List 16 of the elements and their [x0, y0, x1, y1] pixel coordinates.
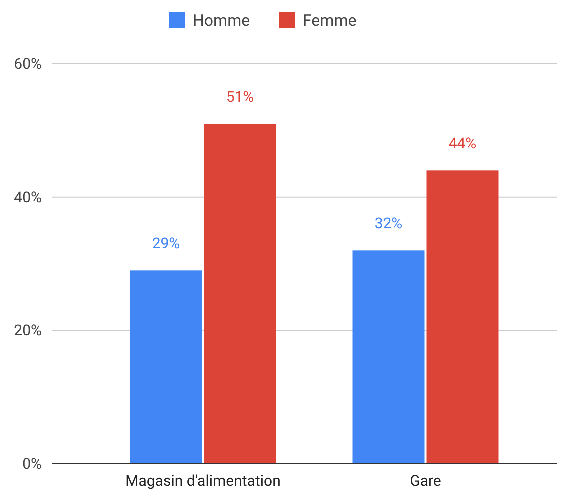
x-tick-label: Magasin d'alimentation — [126, 472, 281, 490]
bar — [426, 170, 499, 464]
y-tick-label: 20% — [14, 322, 42, 340]
x-tick-label: Gare — [410, 472, 442, 490]
legend-label: Femme — [303, 11, 357, 30]
data-label: 29% — [152, 234, 180, 253]
bar — [204, 124, 276, 464]
bar — [352, 250, 425, 464]
data-label: 44% — [448, 134, 477, 153]
data-label: 32% — [374, 214, 403, 233]
y-tick-label: 0% — [22, 455, 42, 473]
legend-label: Homme — [193, 11, 250, 30]
bar — [130, 270, 202, 464]
y-tick-label: 40% — [14, 188, 42, 206]
y-tick-label: 60% — [14, 55, 42, 73]
data-label: 51% — [226, 88, 254, 106]
